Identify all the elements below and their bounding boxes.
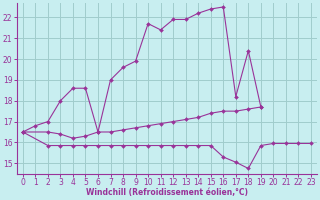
X-axis label: Windchill (Refroidissement éolien,°C): Windchill (Refroidissement éolien,°C) (86, 188, 248, 197)
